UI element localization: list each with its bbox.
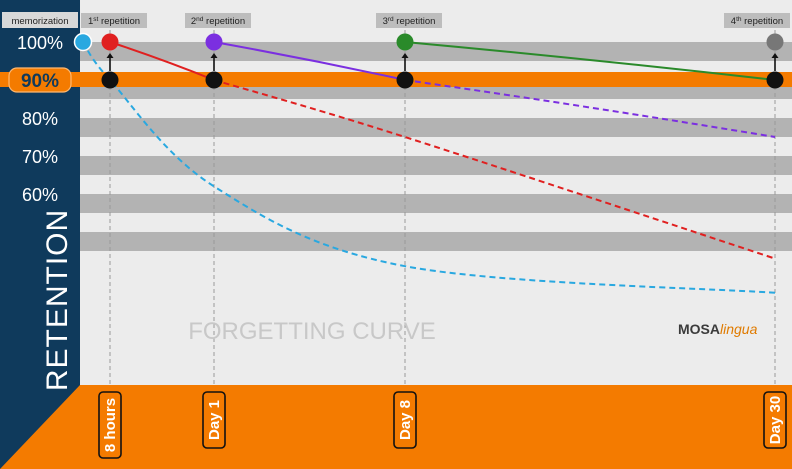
repetition-tag bbox=[376, 13, 442, 28]
xtick-label: Day 1 bbox=[206, 400, 223, 440]
band-dark bbox=[80, 118, 792, 137]
ytick-label: 80% bbox=[22, 109, 58, 129]
xtick-badge bbox=[393, 391, 417, 449]
y-axis-ticks: 100% 90% 80% 70% 60% bbox=[8, 33, 72, 205]
plot-background bbox=[80, 0, 792, 385]
memorization-tag bbox=[2, 12, 78, 28]
xtick-badge bbox=[763, 391, 787, 449]
arrow-head-3 bbox=[771, 53, 779, 58]
series-line-5 bbox=[404, 41, 776, 81]
repetition-tag bbox=[724, 13, 790, 28]
repetition-point-2 bbox=[205, 33, 223, 51]
forgetting-curves bbox=[82, 41, 776, 294]
series-line-4 bbox=[404, 79, 776, 138]
repetition-tag bbox=[185, 13, 251, 28]
arrow-head-2 bbox=[401, 53, 409, 58]
repetition-label: 4th repetition bbox=[731, 16, 783, 27]
chart-title: FORGETTING CURVE bbox=[188, 318, 436, 345]
repetition-label: 2nd repetition bbox=[191, 16, 245, 27]
repetition-point-4 bbox=[766, 33, 784, 51]
repetition-label: 3rd repetition bbox=[383, 16, 436, 27]
band-dark bbox=[80, 156, 792, 175]
arrow-head-0 bbox=[106, 53, 114, 58]
repetition-label: 1st repetition bbox=[88, 16, 140, 27]
xtick-label: Day 30 bbox=[767, 396, 784, 444]
level-point-1 bbox=[205, 71, 223, 89]
xtick-label: 8 hours bbox=[102, 398, 119, 452]
ytick-highlight-badge bbox=[8, 67, 72, 93]
level-point-2 bbox=[396, 71, 414, 89]
x-axis-ticks: 8 hours Day 1 Day 8 Day 30 bbox=[98, 391, 787, 459]
band-dark bbox=[80, 42, 792, 61]
logo-part2: lingua bbox=[720, 321, 758, 337]
ytick-label: 90% bbox=[21, 71, 59, 92]
y-axis-label: RETENTION bbox=[41, 209, 74, 391]
xtick-badge bbox=[98, 391, 122, 459]
band-dark bbox=[80, 232, 792, 251]
repetition-gridlines bbox=[109, 30, 776, 385]
repetition-tag bbox=[81, 13, 147, 28]
mosalingua-logo: MOSAlingua bbox=[678, 321, 758, 337]
logo-part1: MOSA bbox=[678, 321, 720, 337]
ninety-percent-band bbox=[0, 72, 792, 87]
repetition-point-3 bbox=[396, 33, 414, 51]
memorization-label: memorization bbox=[11, 16, 68, 27]
level-point-0 bbox=[101, 71, 119, 89]
repetition-annotations: memorization 1st repetition 2nd repetition… bbox=[2, 12, 790, 28]
level-point-3 bbox=[766, 71, 784, 89]
repetition-arrows bbox=[106, 53, 779, 71]
ytick-label: 100% bbox=[17, 33, 63, 53]
band-dark bbox=[80, 194, 792, 213]
ytick-label: 70% bbox=[22, 147, 58, 167]
xtick-label: Day 8 bbox=[397, 400, 414, 440]
series-line-3 bbox=[213, 41, 406, 81]
data-points bbox=[73, 32, 784, 89]
repetition-point-0 bbox=[73, 32, 93, 52]
ytick-label: 60% bbox=[22, 185, 58, 205]
series-line-1 bbox=[109, 41, 215, 81]
arrow-head-1 bbox=[210, 53, 218, 58]
svg-text:MOSAlingua: MOSAlingua bbox=[678, 321, 758, 337]
repetition-point-1 bbox=[101, 33, 119, 51]
series-line-2 bbox=[213, 79, 776, 260]
xtick-badge bbox=[202, 391, 226, 449]
